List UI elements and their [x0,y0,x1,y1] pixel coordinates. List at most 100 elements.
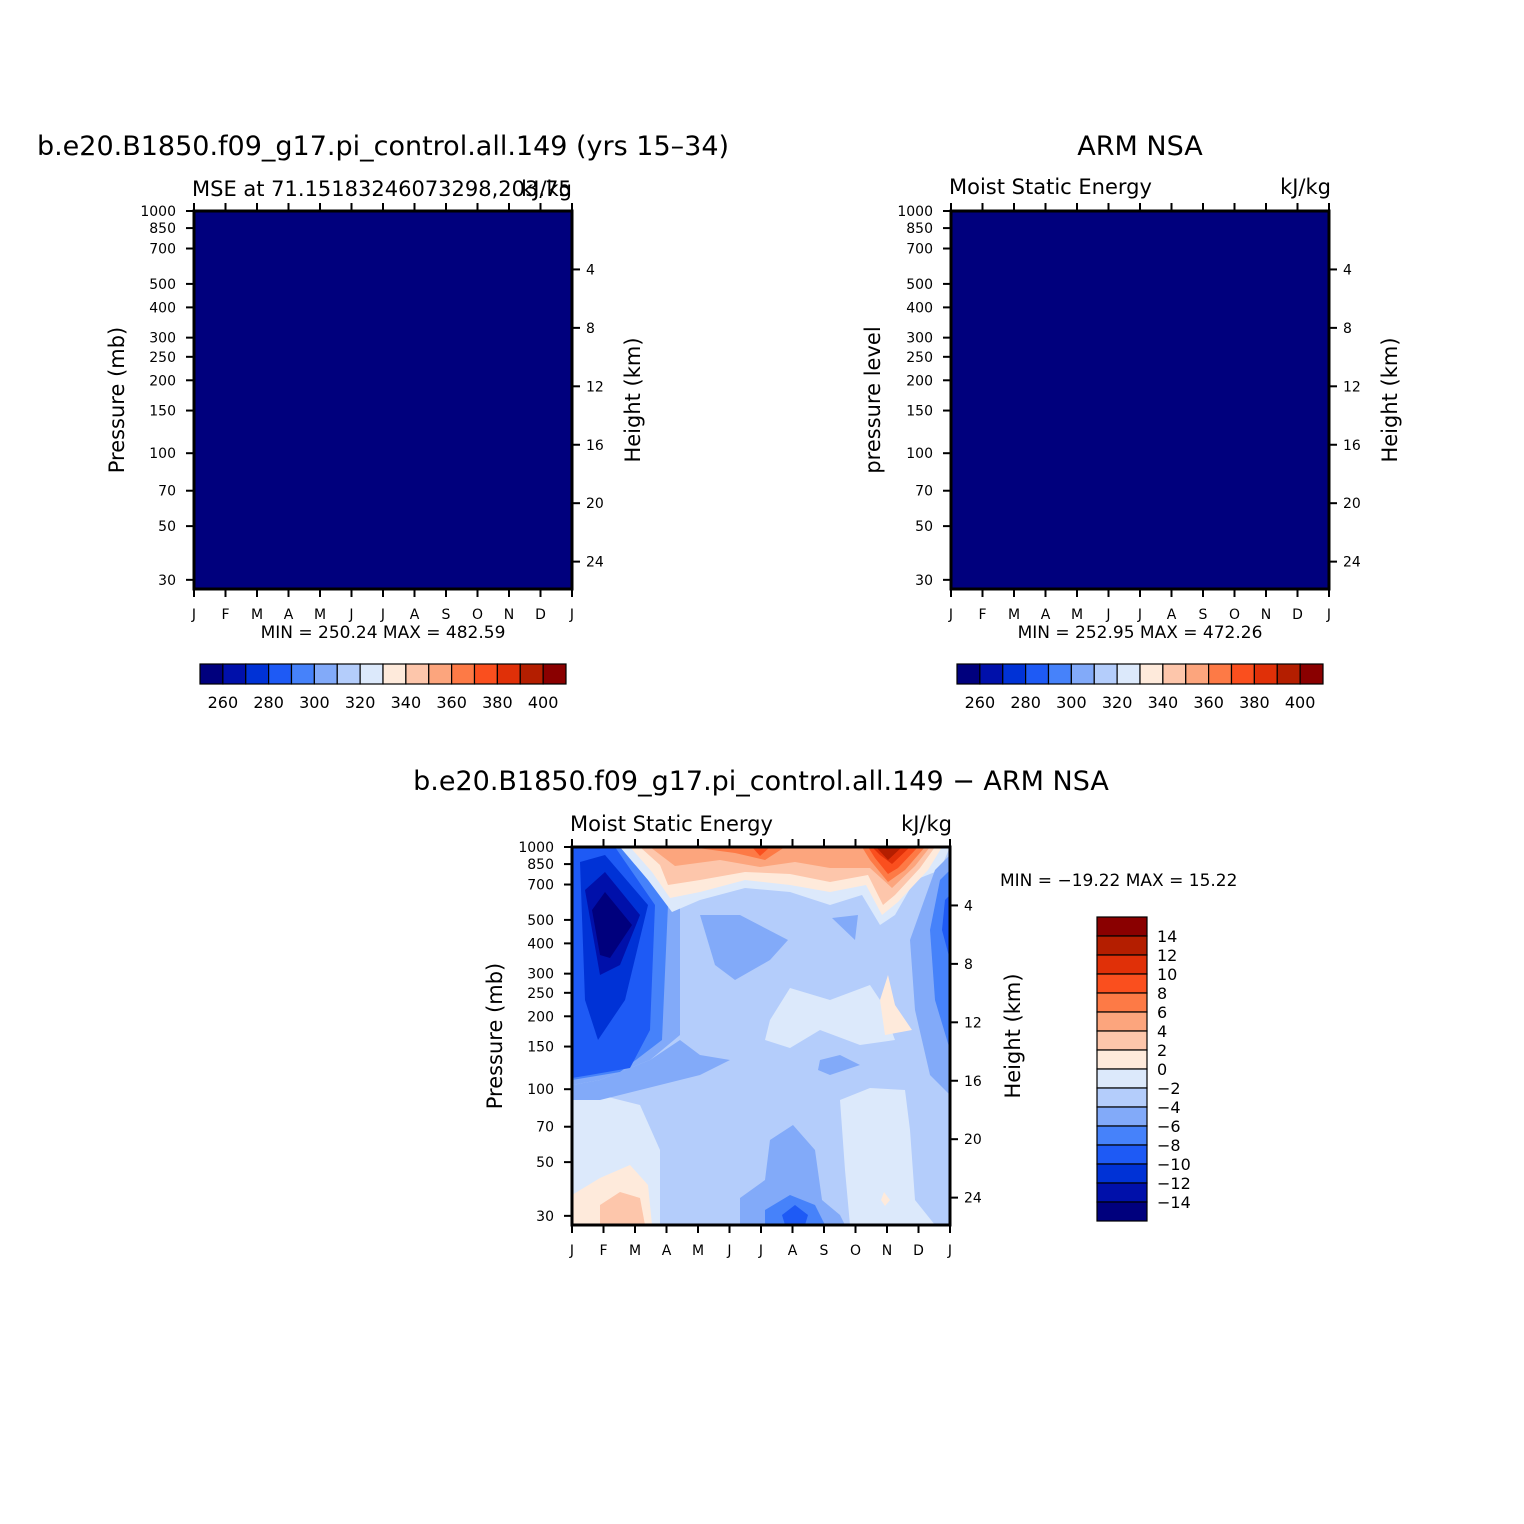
y-tick-right-label: 8 [1343,321,1352,337]
diff-region-m10-lower [782,1205,808,1225]
contour-band-lowest [194,211,572,589]
diff-region-m6-small [832,915,858,940]
y-tick-label: 400 [906,300,933,316]
panel-model-ylabel: Pressure (mb) [105,327,129,474]
y-tick-label: 850 [906,221,933,237]
diff-region-m8-rightedge [942,895,950,960]
colorbar-label: −4 [1157,1098,1181,1117]
colorbar-label: −14 [1157,1193,1191,1212]
colorbar-box [1096,935,1148,956]
panel-model-right-label: kJ/kg [521,177,572,201]
colorbar-box [268,663,293,685]
y-tick-label: 200 [527,1009,554,1025]
y-tick-right-label: 16 [1343,438,1361,454]
y-tick-right-label: 4 [1343,262,1352,278]
panel-diff-title: b.e20.B1850.f09_g17.pi_control.all.149 −… [413,766,1109,797]
colorbar-label: 300 [299,693,330,712]
y-tick-right-label: 12 [1343,379,1361,395]
colorbar-box [1070,663,1095,685]
colorbar-label: 260 [208,693,239,712]
y-tick-right-label: 4 [586,262,595,278]
colorbar-box [290,663,315,685]
y-tick-right-label: 12 [964,1015,982,1031]
y-tick-right-label: 24 [964,1191,982,1207]
x-tick-label: M [1071,607,1083,623]
diff-region-m14-leftcol [592,892,632,958]
diff-region-m2-center [765,985,895,1048]
y-tick-right-label: 16 [964,1074,982,1090]
colorbar-box [1096,1125,1148,1146]
x-tick-label: S [442,607,451,623]
colorbar-box [428,663,453,685]
x-tick-label: A [410,607,420,623]
diff-region-pos2-lowerleft [600,1192,645,1225]
colorbar-box [1276,663,1301,685]
colorbar-label: 320 [1102,693,1133,712]
colorbar-label: 400 [1285,693,1316,712]
colorbar-box [1096,1182,1148,1203]
x-tick-label: J [758,1243,763,1259]
x-tick-label: J [1137,607,1142,623]
panel-model-ylabel-right: Height (km) [621,337,645,462]
diff-region-pos14-topright [876,847,902,860]
x-tick-label: M [1008,607,1020,623]
y-tick-label: 50 [536,1155,554,1171]
x-tick-label: A [1041,607,1051,623]
colorbar-box [496,663,521,685]
x-tick-label: M [692,1243,704,1259]
colorbar-box [1025,663,1050,685]
y-tick-right-label: 24 [586,555,604,571]
y-tick-label: 200 [149,373,176,389]
y-tick-label: 70 [536,1120,554,1136]
x-tick-label: J [569,607,574,623]
y-tick-label: 70 [158,484,176,500]
colorbar-label: −8 [1157,1136,1181,1155]
y-tick-label: 1000 [140,204,176,220]
panel-diff-ylabel: Pressure (mb) [483,963,507,1110]
y-tick-label: 150 [906,404,933,420]
colorbar-box [1096,992,1148,1013]
y-tick-label: 200 [906,373,933,389]
x-tick-label: J [348,607,353,623]
panel-diff: b.e20.B1850.f09_g17.pi_control.all.149 −… [413,766,1237,1259]
contour-fills-model [194,211,572,589]
x-tick-label: A [788,1243,798,1259]
y-tick-label: 30 [158,573,176,589]
y-tick-label: 850 [149,221,176,237]
x-tick-label: F [599,1243,607,1259]
colorbar-label: 400 [528,693,559,712]
panel-obs-ylabel-right: Height (km) [1378,337,1402,462]
diff-region-pos-center-right [880,975,912,1035]
colorbar-label: 340 [1148,693,1179,712]
y-tick-label: 50 [915,519,933,535]
x-tick-label: J [948,607,953,623]
colorbar-label: 8 [1157,984,1167,1003]
colorbar-box [1096,1049,1148,1070]
y-tick-label: 700 [906,242,933,258]
diff-region-m6-midupper [700,915,788,980]
colorbar-box [1299,663,1324,685]
y-tick-label: 300 [527,967,554,983]
y-tick-label: 500 [149,277,176,293]
colorbar-label: 280 [1010,693,1041,712]
colorbar-box [473,663,498,685]
y-tick-right-label: 20 [586,496,604,512]
colorbar-label: 0 [1157,1060,1167,1079]
y-tick-right-label: 12 [586,379,604,395]
colorbar-box [1230,663,1255,685]
colorbar-box [1208,663,1233,685]
x-tick-label: S [1199,607,1208,623]
y-tick-right-label: 8 [586,321,595,337]
y-tick-right-label: 20 [964,1132,982,1148]
panel-diff-ylabel-right: Height (km) [1001,973,1025,1098]
x-tick-label: A [1167,607,1177,623]
x-tick-label: J [726,1243,731,1259]
y-tick-right-label: 24 [1343,555,1361,571]
colorbar-label: 380 [1239,693,1270,712]
y-tick-label: 1000 [897,204,933,220]
colorbar-label: 360 [436,693,467,712]
colorbar-label: 12 [1157,946,1177,965]
x-tick-label: J [1105,607,1110,623]
